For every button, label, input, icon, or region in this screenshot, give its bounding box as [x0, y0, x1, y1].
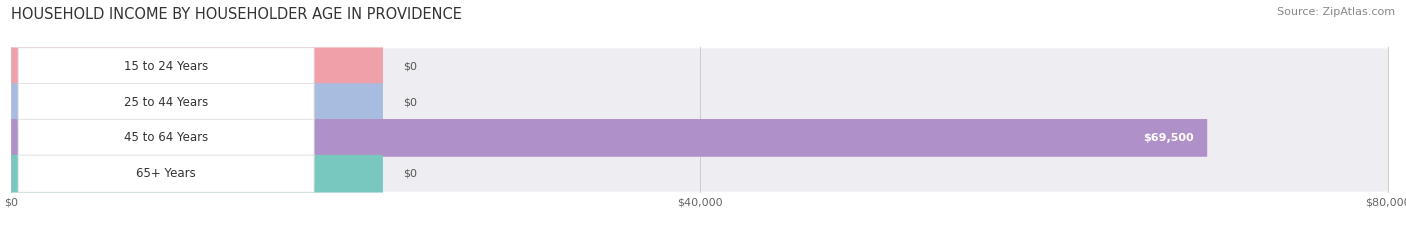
FancyBboxPatch shape [11, 155, 382, 192]
FancyBboxPatch shape [11, 84, 1388, 120]
FancyBboxPatch shape [18, 155, 314, 192]
Text: $69,500: $69,500 [1143, 133, 1194, 143]
FancyBboxPatch shape [11, 119, 1208, 157]
Text: $0: $0 [404, 169, 418, 179]
Text: $0: $0 [404, 61, 418, 71]
Text: 65+ Years: 65+ Years [136, 167, 195, 180]
FancyBboxPatch shape [11, 48, 382, 85]
FancyBboxPatch shape [11, 156, 1388, 192]
Text: 45 to 64 Years: 45 to 64 Years [124, 131, 208, 144]
FancyBboxPatch shape [18, 48, 314, 85]
FancyBboxPatch shape [11, 120, 1388, 156]
Text: 15 to 24 Years: 15 to 24 Years [124, 60, 208, 73]
FancyBboxPatch shape [18, 84, 314, 121]
FancyBboxPatch shape [18, 119, 314, 156]
Text: HOUSEHOLD INCOME BY HOUSEHOLDER AGE IN PROVIDENCE: HOUSEHOLD INCOME BY HOUSEHOLDER AGE IN P… [11, 7, 463, 22]
Text: $0: $0 [404, 97, 418, 107]
Text: Source: ZipAtlas.com: Source: ZipAtlas.com [1277, 7, 1395, 17]
Text: 25 to 44 Years: 25 to 44 Years [124, 96, 208, 109]
FancyBboxPatch shape [11, 48, 1388, 84]
FancyBboxPatch shape [11, 83, 382, 121]
